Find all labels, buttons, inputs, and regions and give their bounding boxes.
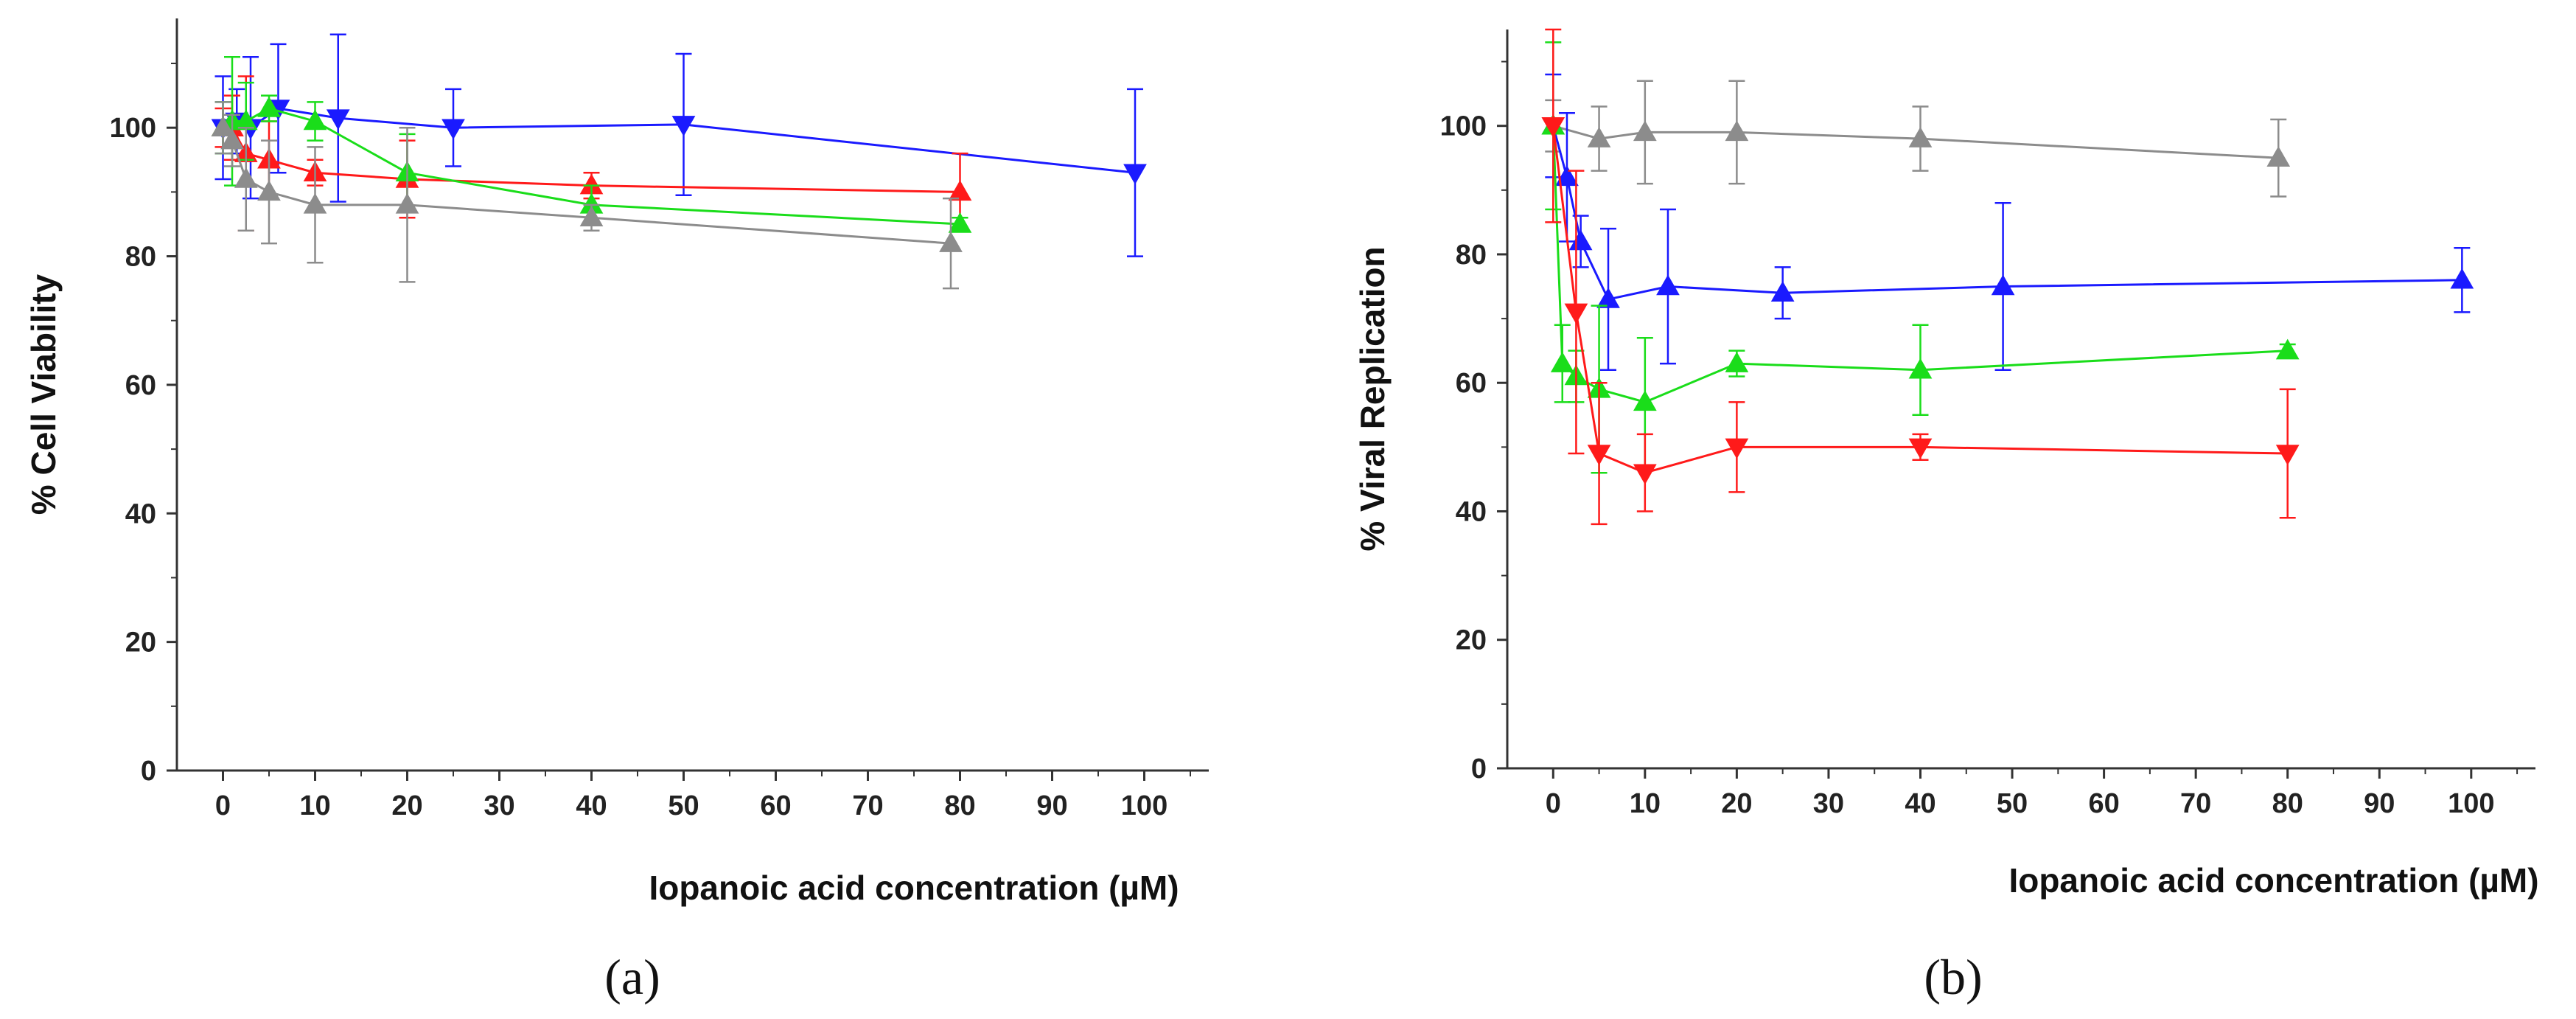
panel-a-point-gray — [579, 206, 604, 227]
panel-a-y-tick-label: 0 — [141, 756, 156, 787]
panel-b-series-blue — [1541, 73, 2474, 372]
panel-b-point-green — [1550, 352, 1574, 372]
panel-b-y-tick-label: 0 — [1471, 754, 1487, 785]
panel-a-y-tick-label: 40 — [125, 498, 156, 529]
panel-b-x-tick-label: 70 — [2180, 788, 2211, 819]
panel-b-series-line-blue — [1551, 125, 2462, 301]
panel-b-y-tick-label: 20 — [1456, 625, 1487, 656]
panel-b-y-tick-label: 80 — [1456, 240, 1487, 271]
panel-a-point-gray — [211, 116, 235, 136]
panel-a-point-green — [948, 212, 972, 233]
panel-b-y-tick-label: 40 — [1456, 496, 1487, 527]
panel-b-point-red — [2275, 445, 2300, 466]
panel-b-series-line-red — [1551, 125, 2288, 474]
panel-a-x-tick-label: 30 — [484, 790, 514, 821]
panel-a-label: (a) — [604, 949, 660, 1005]
panel-b-point-blue — [1991, 274, 2015, 296]
panel-b-point-blue — [1596, 287, 1620, 308]
panel-a-x-tick-label: 20 — [391, 790, 422, 821]
panel-a-x-tick-label: 40 — [576, 790, 607, 821]
panel-b-point-red — [1587, 445, 1611, 466]
panel-b-x-tick-label: 0 — [1546, 788, 1561, 819]
panel-b-point-gray — [1587, 127, 1611, 147]
panel-b-point-blue — [1770, 281, 1795, 302]
panel-b-point-gray — [1908, 127, 1933, 147]
panel-a-x-axis-title: Iopanoic acid concentration (µM) — [649, 869, 1179, 907]
panel-a-x-tick-label: 50 — [668, 790, 699, 821]
panel-a-x-tick-label: 70 — [852, 790, 883, 821]
panel-a-x-tick-label: 100 — [1121, 790, 1167, 821]
panel-a-point-gray — [234, 167, 258, 188]
panel-a-x-tick-label: 80 — [944, 790, 975, 821]
panel-a-point-blue — [326, 109, 350, 131]
panel-b-point-blue — [1568, 229, 1593, 251]
panel-b-x-tick-label: 80 — [2272, 788, 2303, 819]
panel-a-x-tick-label: 10 — [299, 790, 330, 821]
panel-a-point-red — [948, 180, 972, 201]
panel-b-series-gray — [1541, 80, 2291, 198]
panel-b-point-green — [1725, 352, 1749, 372]
panel-a-x-tick-label: 90 — [1036, 790, 1067, 821]
panel-a-y-tick-label: 80 — [125, 242, 156, 273]
panel-a-x-tick-label: 0 — [215, 790, 231, 821]
panel-b-point-red — [1908, 438, 1933, 459]
panel-b-point-blue — [1555, 165, 1579, 187]
panel-a-point-gray — [939, 232, 963, 252]
panel-a-point-green — [303, 109, 327, 131]
panel-b-point-blue — [2450, 268, 2474, 289]
panel-b-x-tick-label: 100 — [2448, 788, 2494, 819]
panel-a-point-blue — [671, 116, 696, 136]
panel-b-x-tick-label: 10 — [1630, 788, 1661, 819]
panel-a-point-gray — [257, 180, 281, 201]
panel-b-point-red — [1633, 464, 1657, 485]
panel-a-point-gray — [220, 128, 244, 150]
panel-b-y-axis-title: % Viral Replication — [1353, 246, 1392, 551]
chart-panel-b: 0 20 40 60 80 100 0 10 20 30 40 50 60 70 80 90 100 % Vira… — [1353, 28, 2539, 1005]
panel-b-x-tick-label: 60 — [2088, 788, 2119, 819]
panel-b-point-gray — [1725, 120, 1749, 142]
panel-b-x-tick-label: 40 — [1905, 788, 1936, 819]
panel-b-x-axis-title: Iopanoic acid concentration (µM) — [2008, 861, 2538, 900]
panel-b-x-tick-label: 20 — [1721, 788, 1752, 819]
panel-b-point-green — [2275, 338, 2300, 360]
panel-b-x-tick-label: 30 — [1813, 788, 1844, 819]
panel-b-point-green — [1633, 390, 1657, 411]
panel-a-point-blue — [1123, 164, 1147, 185]
panel-b-point-green — [1908, 358, 1933, 379]
panel-a-point-blue — [441, 119, 465, 140]
panel-b-point-red — [1541, 116, 1566, 138]
panel-a-y-tick-label: 100 — [110, 113, 156, 144]
panel-b-point-red — [1725, 438, 1749, 459]
panel-b-series-red — [1541, 28, 2300, 526]
panel-b-point-blue — [1656, 274, 1680, 296]
panel-b-point-red — [1564, 303, 1588, 324]
panel-a-point-green — [257, 97, 281, 117]
panel-a-series-gray — [211, 101, 963, 290]
panel-b-y-tick-label: 100 — [1440, 111, 1487, 142]
panel-b-x-tick-label: 90 — [2364, 788, 2395, 819]
panel-b-label: (b) — [1924, 949, 1982, 1005]
panel-b-y-tick-label: 60 — [1456, 368, 1487, 399]
panel-a-point-gray — [395, 192, 419, 214]
panel-b-x-tick-label: 50 — [1997, 788, 2028, 819]
panel-a-y-axis-title: % Cell Viability — [24, 274, 63, 515]
panel-b-point-gray — [2266, 146, 2291, 167]
panel-b-series-line-gray — [1552, 125, 2279, 159]
panel-a-point-gray — [303, 192, 327, 214]
panel-b-point-gray — [1633, 120, 1657, 142]
panel-a-x-tick-label: 60 — [760, 790, 791, 821]
chart-panel-a: 0 20 40 60 80 100 0 10 20 30 40 50 60 70 80 90 100 % Cell… — [24, 18, 1209, 1005]
panel-a-y-tick-label: 60 — [125, 370, 156, 401]
panel-a-y-tick-label: 20 — [125, 627, 156, 658]
